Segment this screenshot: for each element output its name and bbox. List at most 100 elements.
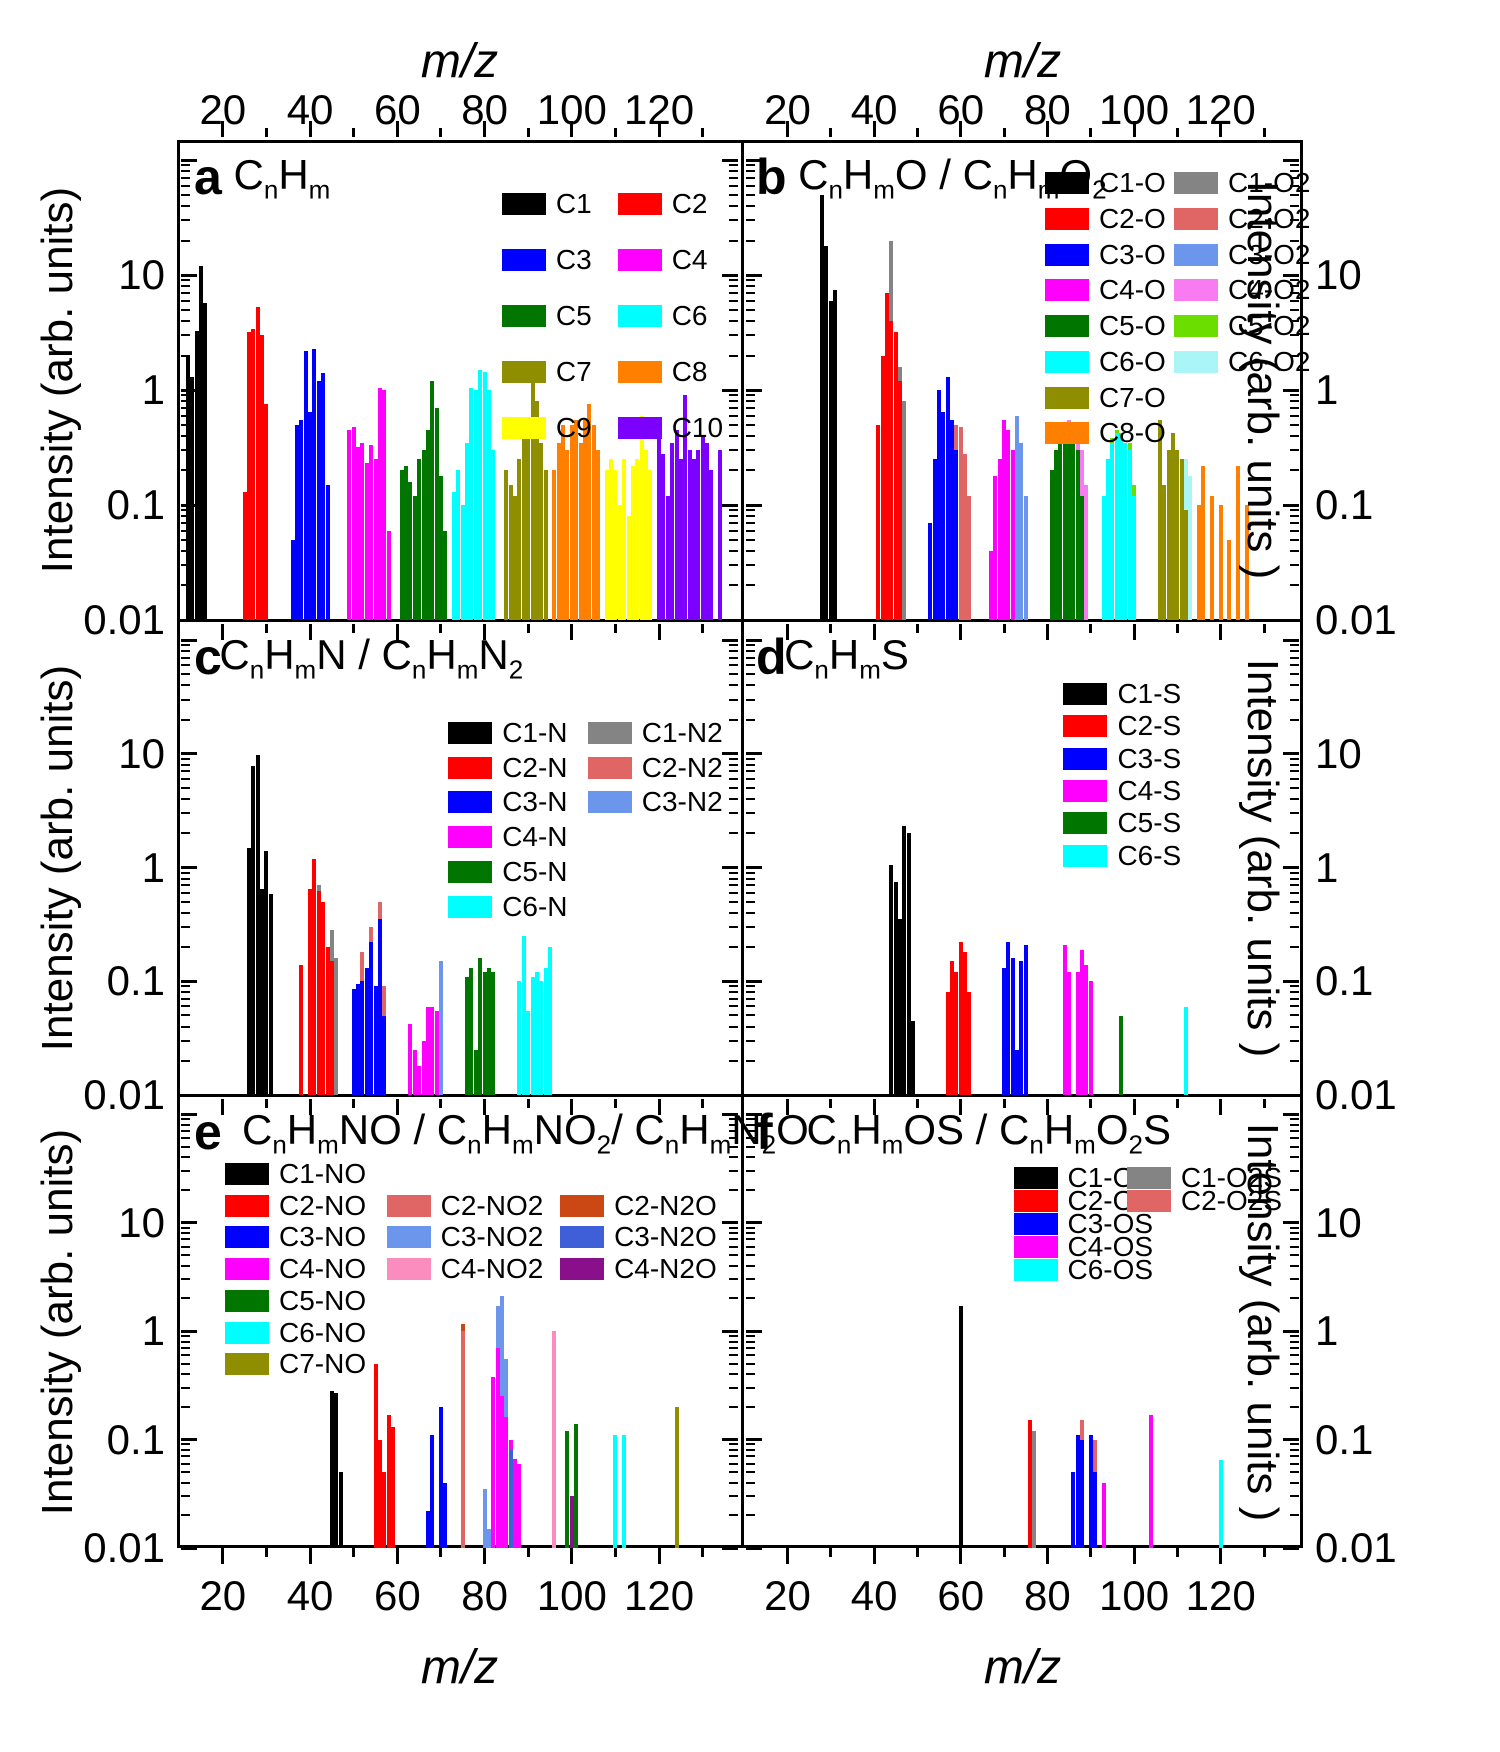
legend-swatch-C3-O <box>1044 243 1089 266</box>
x-tick-130 <box>701 1099 705 1108</box>
x-tick-100 <box>1132 1099 1136 1115</box>
bar-C3-NO-mz67 <box>425 1510 430 1548</box>
y-tick-left-6 <box>181 778 190 780</box>
bar-C6-N-mz93 <box>539 981 544 1095</box>
bar-C3-S-mz72 <box>1010 958 1015 1095</box>
y-tick-left-0.07 <box>181 1455 190 1458</box>
bar-C3-S-mz75 <box>1023 944 1028 1095</box>
y-tick-right-50 <box>1290 1145 1299 1148</box>
bar-C9-mz111 <box>617 505 622 620</box>
bar-C4-S-mz87 <box>1075 972 1080 1095</box>
y-axis-title-left-row1: Intensity (arb. units) <box>33 664 82 1051</box>
legend-label-C1-N2: C1-N2 <box>641 717 723 749</box>
y-tick-left-20 <box>181 1188 190 1191</box>
y-tick-right-0.8 <box>729 1340 738 1343</box>
y-tick-left-9 <box>181 279 190 282</box>
y-tick-left-80 <box>181 170 190 173</box>
y-tick-left-1 <box>181 866 197 869</box>
y-tick-left-0.02 <box>181 584 190 587</box>
legend-swatch-C8 <box>617 361 662 384</box>
bar-C1-OS-mz60 <box>958 1306 963 1548</box>
bar-C2-N-mz45 <box>329 961 334 1095</box>
y-tick-right-8 <box>729 763 738 766</box>
panel-letter-a: a <box>193 149 222 205</box>
y-tick-left-9 <box>746 757 755 760</box>
bar-C10-mz123 <box>670 442 675 620</box>
bar-C8-O-mz116 <box>1201 465 1206 620</box>
y-tick-left-0.06 <box>746 1462 755 1465</box>
y-tick-left-0.02 <box>181 1514 190 1517</box>
y-tick-left-0.03 <box>181 564 190 567</box>
y-tick-right-0.7000000000000001 <box>1290 406 1299 409</box>
y-tick-left-0.02 <box>746 584 755 587</box>
y-tick-right-4 <box>729 1264 738 1267</box>
y-tick-left-0.07 <box>746 997 755 1000</box>
legend-swatch-C3-NO2 <box>386 1226 431 1249</box>
legend-label-C2-O2: C2-O2 <box>1227 202 1311 234</box>
y-tick-right-0.07 <box>729 521 738 524</box>
bar-C8-mz96 <box>552 470 557 620</box>
y-tick-right-9 <box>729 757 738 760</box>
y-tick-right-90 <box>729 1118 738 1121</box>
bar-C4-N-mz69 <box>434 1010 439 1095</box>
legend-swatch-C2-N <box>448 756 493 779</box>
y-tick-left-40 <box>181 1156 190 1159</box>
legend-swatch-C1-NO <box>225 1162 270 1185</box>
y-tick-right-0.09 <box>1290 985 1299 988</box>
x-tick-20 <box>785 1099 789 1115</box>
y-tick-left-0.01 <box>746 618 762 622</box>
bar-C5-mz64 <box>412 495 417 620</box>
x-tick-bottom-60 <box>959 1548 963 1564</box>
legend-label-C2-N2: C2-N2 <box>641 751 723 783</box>
x-tick-20 <box>221 1099 225 1115</box>
legend-swatch-C4-S <box>1063 780 1108 803</box>
bar-C2-O2-mz61 <box>963 453 968 620</box>
bar-C8-O-mz115 <box>1197 505 1202 620</box>
y-tick-left-0.2 <box>746 946 755 949</box>
bar-C4-S-mz90 <box>1088 981 1093 1095</box>
x-tick-80 <box>1045 624 1049 640</box>
bar-C6-mz78 <box>473 390 478 620</box>
bar-C2-O-mz42 <box>880 355 885 620</box>
y-tick-right-60 <box>1290 184 1299 187</box>
bar-C4-O-mz68 <box>993 475 998 620</box>
bar-C2-S-mz62 <box>967 992 972 1095</box>
bar-C6-O-mz95 <box>1110 442 1115 620</box>
x-tick-80 <box>1045 1099 1049 1115</box>
y-tick-left-2 <box>181 832 190 835</box>
bar-C3-O-mz55 <box>937 390 942 620</box>
bar-C1-NO-mz47 <box>338 1472 343 1548</box>
y-tick-left-0.1 <box>181 1438 197 1442</box>
bar-C2-N-mz44 <box>325 947 330 1095</box>
y-tick-left-0.8 <box>746 400 755 403</box>
y-tick-right-0.09 <box>729 1443 738 1446</box>
y-tick-right-1 <box>722 866 738 869</box>
y-tick-right-2 <box>1290 1297 1299 1300</box>
bar-C1-S-mz45 <box>893 881 898 1095</box>
y-tick-left-0.4 <box>181 1373 190 1376</box>
y-tick-left-6 <box>181 1245 190 1248</box>
bar-C3-O-mz57 <box>945 377 950 620</box>
bar-C3-O-mz56 <box>941 411 946 620</box>
bar-C2-mz25 <box>242 491 247 620</box>
legend-label-C3-N2O: C3-N2O <box>614 1221 717 1253</box>
bar-C5-O-mz83 <box>1058 438 1063 620</box>
y-tick-left-0.02 <box>181 1059 190 1062</box>
y-tick-right-0.01 <box>722 1093 738 1097</box>
bar-C2-N-mz40 <box>308 888 313 1095</box>
y-axis-title-right-row1: Intensity (arb. units ) <box>1238 658 1287 1057</box>
y-tick-label-left-0.01-row0: 0.01 <box>83 596 165 643</box>
y-tick-right-0.9 <box>1290 1335 1299 1337</box>
y-tick-right-8 <box>729 285 738 288</box>
bar-C5-mz71 <box>443 530 448 620</box>
bar-C5-mz62 <box>404 465 409 620</box>
x-tick-bottom-60 <box>395 1548 399 1564</box>
y-tick-right-0.03 <box>729 564 738 567</box>
bar-C2-O-mz46 <box>898 381 903 620</box>
bar-C6-mz81 <box>486 390 491 620</box>
y-tick-left-0.8 <box>181 1340 190 1343</box>
bar-C8-O-mz126 <box>1244 505 1249 620</box>
y-tick-right-0.8 <box>729 400 738 403</box>
y-tick-right-2 <box>729 832 738 835</box>
bar-C4-mz58 <box>386 530 391 620</box>
